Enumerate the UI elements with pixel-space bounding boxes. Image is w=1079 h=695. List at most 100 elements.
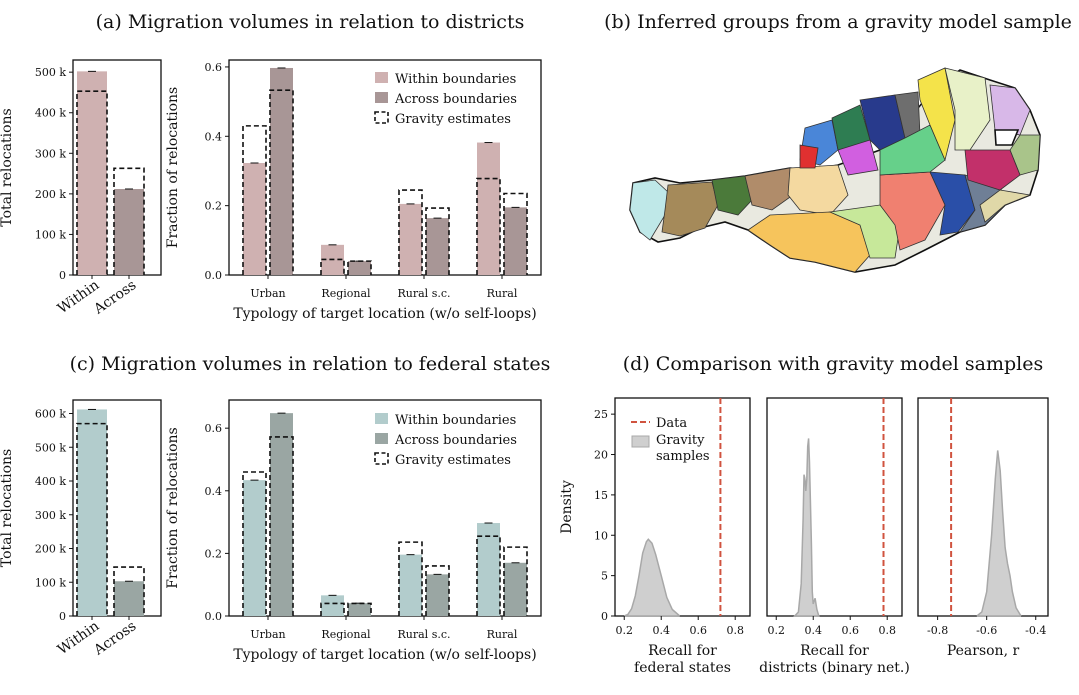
c-totals-ytick-label: 400 k	[35, 475, 66, 488]
legend-a-within-label: Within boundaries	[395, 72, 516, 87]
c-totals-ytick-label: 0	[59, 610, 66, 623]
d-federal-kde-area	[623, 538, 681, 617]
d-pearson-xtick-label: -0.8	[927, 624, 948, 637]
c-totals-xtick-label: Across	[90, 618, 139, 659]
map-region-vorarlberg	[629, 179, 669, 241]
a-fractions-ytick-label: 0.6	[205, 61, 223, 74]
c-fractions-xtick-label: Urban	[250, 628, 285, 641]
a-totals-xtick-label: Across	[90, 277, 139, 318]
a-fractions-ytick-label: 0.0	[205, 269, 223, 282]
d-federal-ytick-label: 15	[594, 489, 608, 502]
panel-d-title: (d) Comparison with gravity model sample…	[623, 353, 1044, 375]
d-federal-ytick-label: 10	[594, 529, 608, 542]
c-totals-ytick-label: 300 k	[35, 509, 66, 522]
map-region-lower-austria-magenta	[964, 149, 1021, 191]
d-districts-xtick-label: 0.8	[878, 624, 896, 637]
d-federal-xtick-label: 0.8	[726, 624, 744, 637]
legend-c-within-swatch	[375, 413, 388, 424]
d-districts-xlabel-1: Recall for	[800, 643, 869, 659]
c-fractions-bar-across	[270, 413, 293, 616]
chart-d-pearson: -0.8 -0.6 -0.4 Pearson, r	[917, 397, 1049, 659]
a-fractions-ylabel: Fraction of relocations	[165, 87, 181, 248]
d-pearson-xtick-label: -0.6	[976, 624, 997, 637]
austria-map	[629, 67, 1041, 273]
c-totals-bar	[77, 409, 107, 616]
legend-c-gravity-label: Gravity estimates	[395, 453, 511, 468]
map-region-lower-austria-lilac	[989, 84, 1031, 136]
legend-a-across-label: Across boundaries	[394, 92, 517, 107]
a-totals-ytick-label: 300 k	[35, 147, 66, 160]
chart-a-total-relocations: 0 100 k 200 k 300 k 400 k 500 k Total relocati…	[0, 59, 162, 318]
a-totals-ytick-label: 0	[59, 269, 66, 282]
a-fractions-ytick-label: 0.4	[205, 130, 223, 143]
c-fractions-xtick-label: Rural s.c.	[398, 628, 451, 641]
a-totals-ytick-label: 400 k	[35, 107, 66, 120]
legend-d-gravity-label-1: Gravity	[656, 433, 705, 448]
a-fractions-bar-across	[504, 207, 527, 275]
d-federal-ytick-label: 20	[594, 449, 608, 462]
c-fractions-gravity-box	[347, 602, 372, 616]
d-federal-ytick-label: 25	[594, 408, 608, 421]
a-fractions-gravity-box	[347, 260, 372, 275]
legend-d-gravity-swatch	[631, 435, 650, 448]
d-pearson-xlabel-1: Pearson, r	[947, 643, 1020, 659]
panel-b-title: (b) Inferred groups from a gravity model…	[604, 11, 1072, 33]
d-federal-xlabel-2: federal states	[634, 660, 731, 676]
map-region-upper-austria-purple	[837, 139, 879, 176]
panel-a-title: (a) Migration volumes in relation to dis…	[96, 11, 525, 33]
c-fractions-gravity-box	[425, 565, 450, 616]
legend-a: Within boundaries Across boundaries Grav…	[374, 72, 517, 127]
a-fractions-xlabel: Typology of target location (w/o self-lo…	[233, 306, 536, 322]
a-fractions-gravity-box	[503, 192, 528, 275]
a-totals-gravity-box	[76, 90, 108, 275]
a-fractions-ytick-label: 0.2	[205, 200, 223, 213]
c-fractions-axes-frame	[228, 399, 542, 617]
d-federal-axes-frame	[614, 397, 751, 617]
legend-c-across-swatch	[375, 433, 388, 444]
a-totals-ylabel: Total relocations	[0, 108, 15, 226]
map-region-vienna	[994, 129, 1020, 146]
c-totals-ytick-label: 500 k	[35, 441, 66, 454]
map-regions	[629, 67, 1041, 273]
c-totals-gravity-box	[113, 566, 145, 616]
d-pearson-xtick-label: -0.4	[1025, 624, 1046, 637]
d-federal-ylabel: Density	[559, 480, 575, 534]
a-totals-ytick-label: 500 k	[35, 66, 66, 79]
a-fractions-bar-within	[477, 142, 500, 275]
a-fractions-gravity-box	[425, 207, 450, 275]
a-fractions-gravity-box	[269, 89, 294, 275]
chart-a-fraction-relocations: 0.0 0.2 0.4 0.6 Fraction of relocations Urban…	[165, 59, 542, 322]
c-fractions-bar-within	[399, 554, 422, 616]
c-fractions-bar-within	[321, 595, 344, 616]
c-fractions-gravity-box	[398, 541, 423, 616]
a-fractions-xtick-label: Urban	[250, 287, 285, 300]
a-fractions-gravity-box	[398, 189, 423, 275]
legend-c-across-label: Across boundaries	[394, 433, 517, 448]
panel-c-title: (c) Migration volumes in relation to fed…	[70, 353, 551, 375]
map-region-tirol-west	[661, 181, 719, 237]
d-districts-kde-area	[792, 438, 820, 617]
chart-c-fraction-relocations: 0.0 0.2 0.4 0.6 Fraction of relocations Urban…	[165, 399, 542, 663]
c-totals-ylabel: Total relocations	[0, 449, 15, 567]
a-totals-bar	[77, 71, 107, 275]
legend-a-gravity-swatch	[374, 111, 389, 124]
a-fractions-xtick-label: Regional	[321, 287, 371, 300]
a-fractions-bar-within	[243, 162, 266, 275]
legend-c-within-label: Within boundaries	[395, 413, 516, 428]
d-pearson-kde-area	[976, 450, 1022, 617]
c-fractions-xtick-label: Rural	[487, 628, 518, 641]
c-fractions-gravity-box	[476, 535, 501, 616]
legend-a-gravity-label: Gravity estimates	[395, 112, 511, 127]
a-totals-gravity-box	[113, 167, 145, 275]
c-fractions-ytick-label: 0.6	[205, 422, 223, 435]
chart-d-recall-federal: 0 5 10 15 20 25 Density 0.2 0.4 0.6 0.8 Recall forf…	[559, 397, 751, 676]
c-totals-gravity-box	[76, 422, 108, 616]
map-region-upper-austria-red	[799, 144, 819, 169]
c-fractions-xlabel: Typology of target location (w/o self-lo…	[233, 647, 536, 663]
a-fractions-bar-within	[399, 203, 422, 275]
legend-d-data-label: Data	[656, 416, 687, 431]
d-districts-xtick-label: 0.4	[804, 624, 822, 637]
a-fractions-bar-across	[348, 261, 371, 275]
